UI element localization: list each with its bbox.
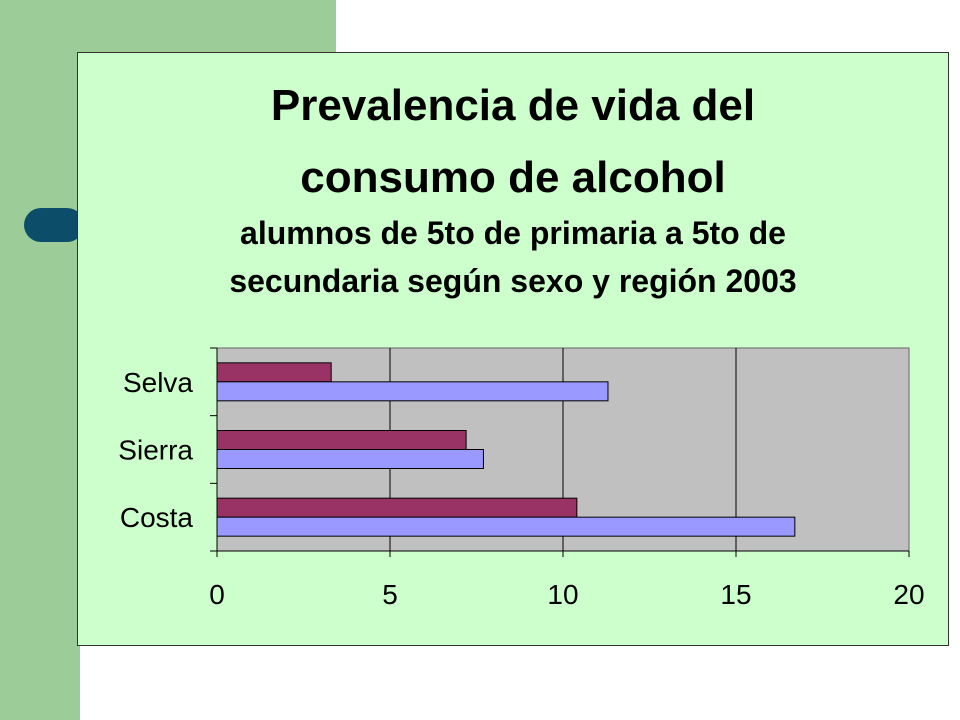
subtitle-line-2: secundaria según sexo y región 2003 xyxy=(229,263,797,299)
bar-chart: 0 5 10 15 20 Costa Sierra Selva xyxy=(118,347,925,610)
x-tick-label-3: 15 xyxy=(720,579,751,610)
x-tick-label-0: 0 xyxy=(209,579,225,610)
bar-sierra-series-2 xyxy=(216,449,484,469)
bar-selva-series-2 xyxy=(216,381,609,402)
category-label-costa: Costa xyxy=(120,502,194,533)
decorative-pill xyxy=(24,208,84,242)
bar-costa-series-1 xyxy=(216,497,578,518)
slide-panel: Prevalencia de vida del consumo de alcoh… xyxy=(77,52,949,646)
bar-selva-series-1 xyxy=(216,362,332,383)
chart-layer: 0 5 10 15 20 Costa Sierra Selva xyxy=(118,347,925,610)
title-line-1: Prevalencia de vida del xyxy=(270,81,756,130)
x-tick-label-4: 20 xyxy=(893,579,924,610)
x-tick-label-1: 5 xyxy=(382,579,398,610)
x-tick-label-2: 10 xyxy=(547,579,578,610)
title-line-2: consumo de alcohol xyxy=(300,153,726,202)
bar-costa-series-2 xyxy=(216,516,796,537)
category-label-selva: Selva xyxy=(123,367,193,398)
category-label-sierra: Sierra xyxy=(118,435,193,466)
bar-sierra-series-1 xyxy=(216,430,467,450)
subtitle-line-1: alumnos de 5to de primaria a 5to de xyxy=(240,215,786,251)
decorative-left-bar xyxy=(0,0,80,720)
